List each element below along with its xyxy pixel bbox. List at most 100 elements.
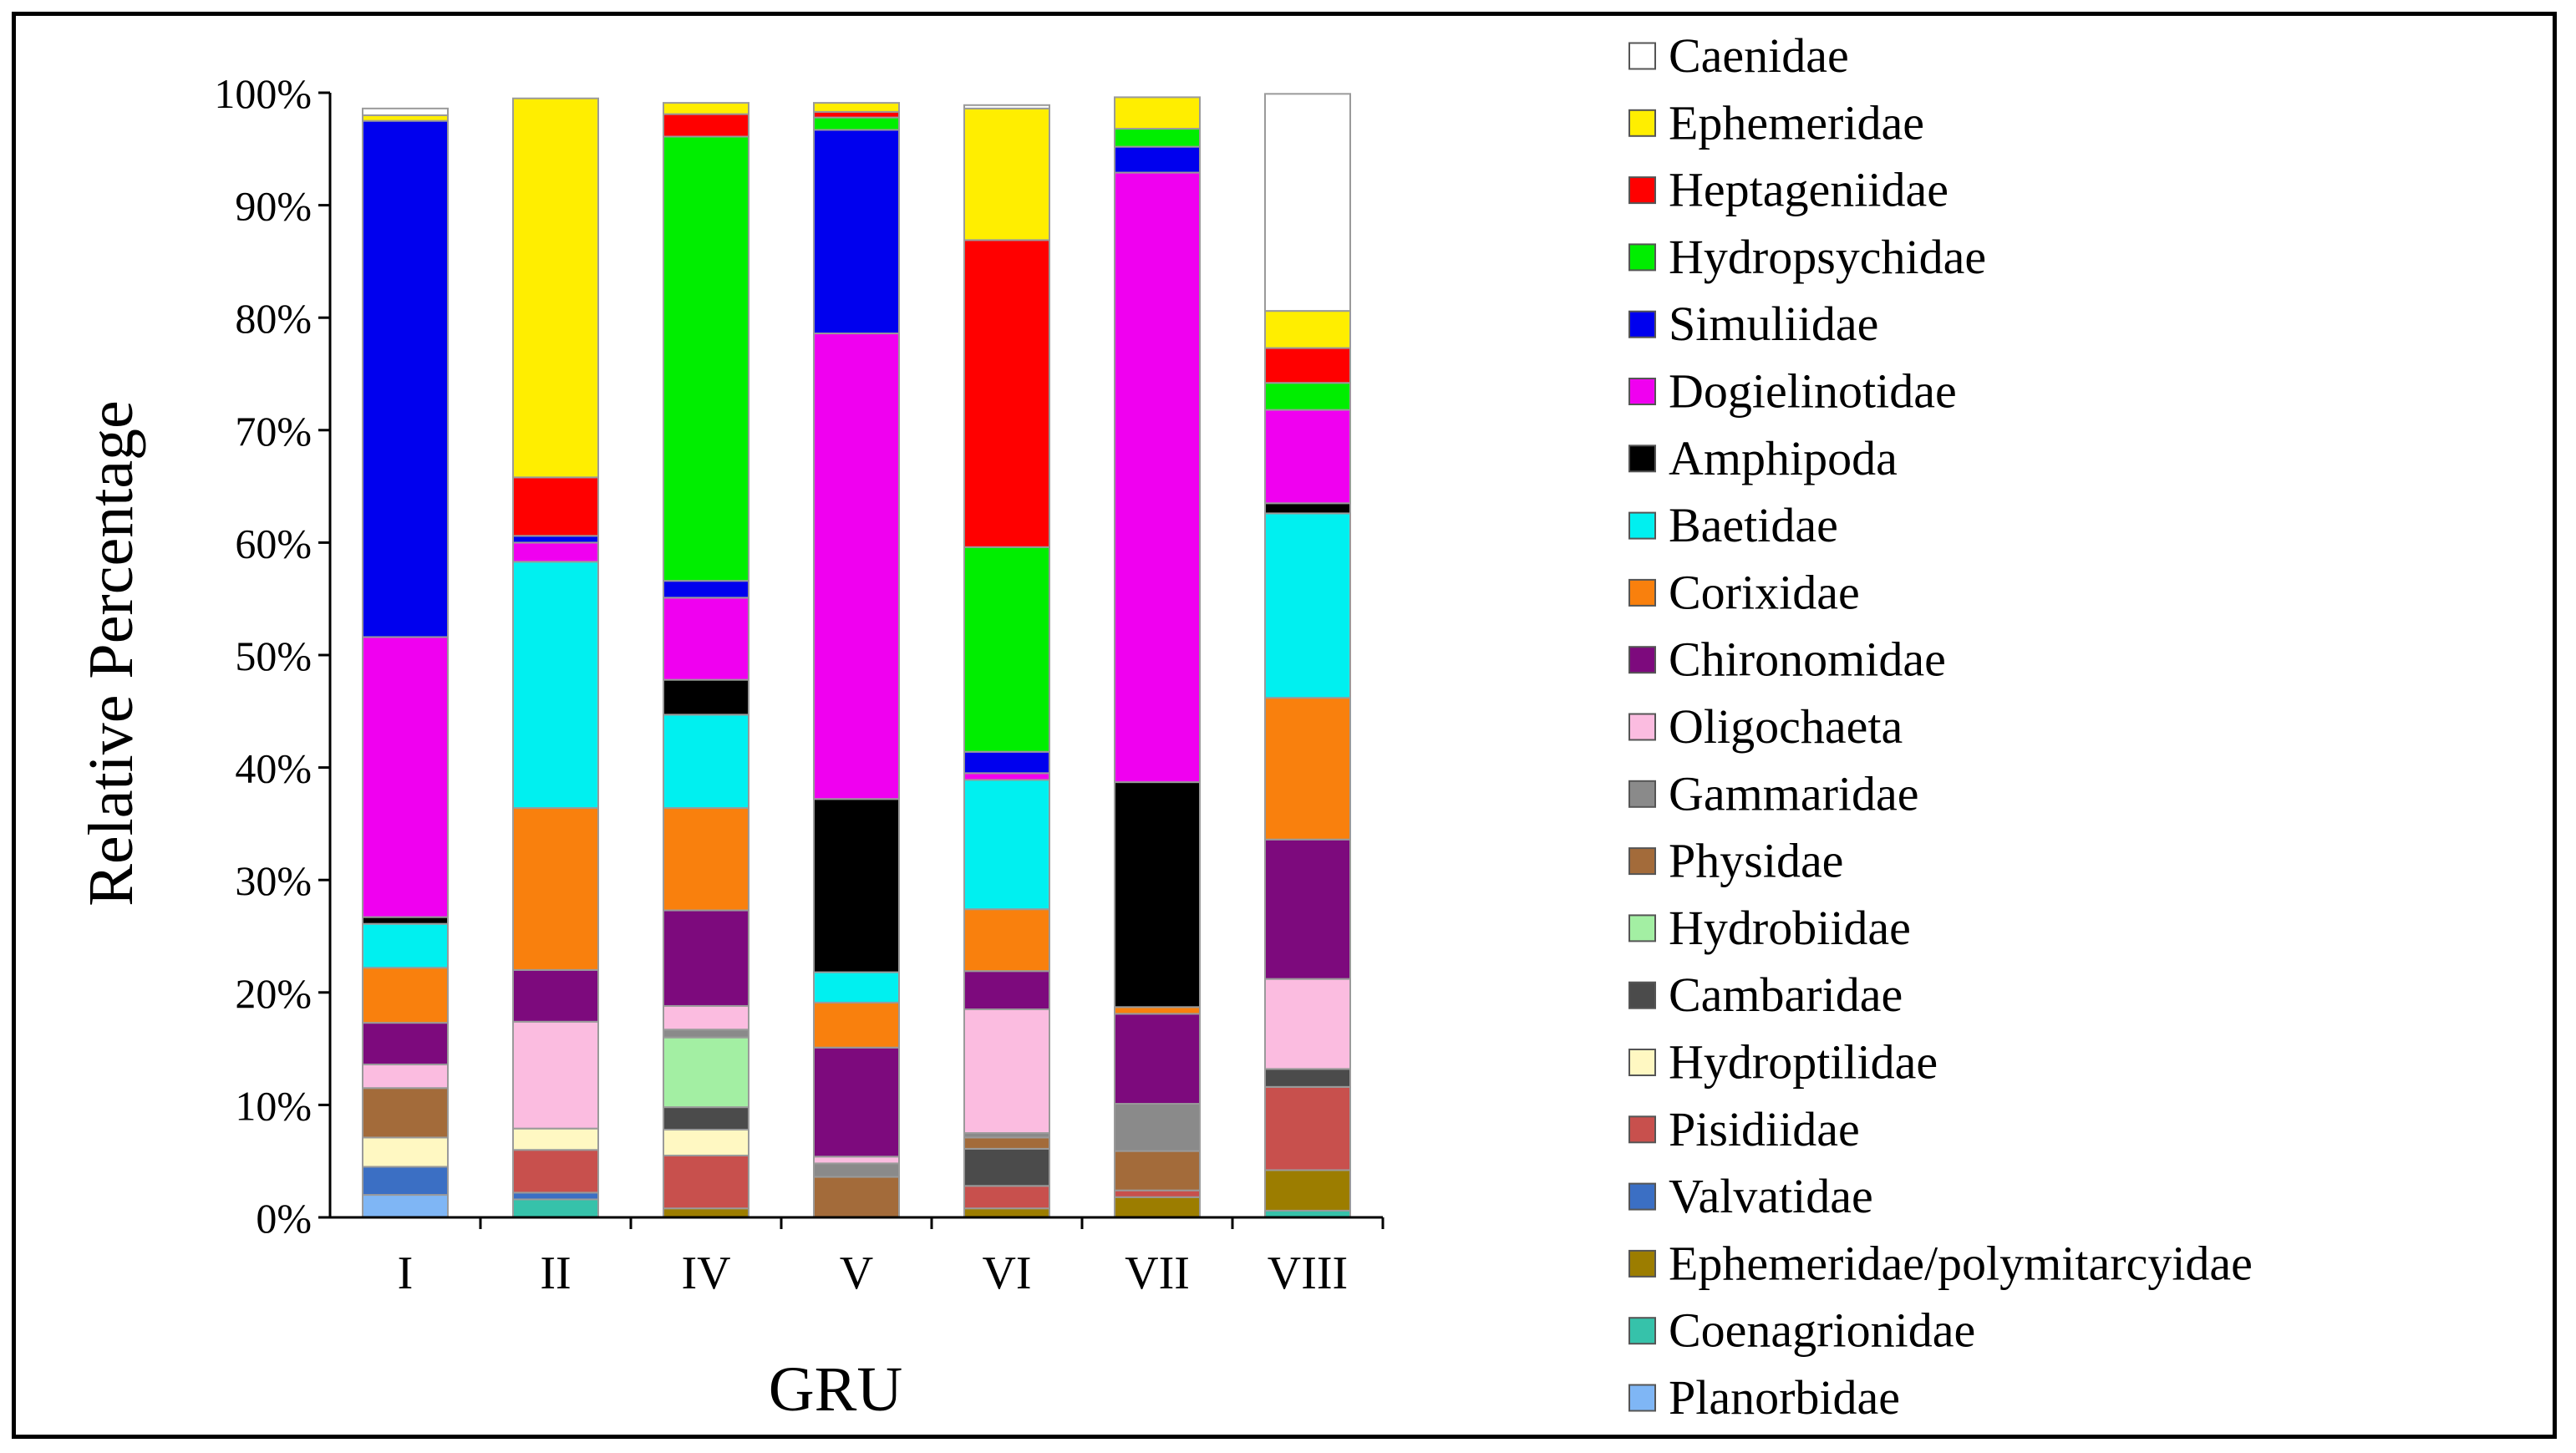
bar-stack-iv: [663, 102, 749, 1219]
bar-segment-chironomidae: [813, 1046, 900, 1158]
legend-swatch: [1628, 378, 1656, 405]
legend-label: Heptageniidae: [1669, 163, 1949, 217]
legend-item: Baetidae: [1628, 498, 1838, 552]
bar-segment-corixidae: [362, 967, 449, 1024]
x-axis-title: GRU: [769, 1354, 902, 1425]
bar-segment-heptageniidae: [512, 476, 599, 537]
bar-stack-v: [813, 102, 900, 1218]
bar-stack-i: [362, 107, 449, 1218]
legend-label: Coenagrionidae: [1669, 1303, 1975, 1358]
legend-item: Hydropsychidae: [1628, 230, 1986, 284]
bar-segment-gammaridae: [1114, 1103, 1201, 1152]
bar-segment-amphipoda: [1264, 502, 1351, 515]
legend-swatch: [1628, 310, 1656, 338]
legend: Caenidae Ephemeridae Heptageniidae Hydropsy…: [1628, 28, 2253, 1425]
bar-segment-hydroptilidae: [512, 1127, 599, 1151]
bar-segment-amphipoda: [362, 916, 449, 925]
legend-swatch: [1628, 1317, 1656, 1345]
bar-segment-gammaridae: [663, 1029, 749, 1039]
bar-segment-pisidiidae: [1114, 1189, 1201, 1198]
bar-segment-planorbidae: [362, 1194, 449, 1218]
legend-item: Valvatidae: [1628, 1169, 1873, 1223]
legend-swatch: [1628, 1049, 1656, 1076]
bar-segment-chironomidae: [1114, 1013, 1201, 1105]
legend-label: Cambaridae: [1669, 968, 1903, 1022]
bar-segment-corixidae: [1114, 1006, 1201, 1015]
bar-segment-baetidae: [663, 714, 749, 810]
bar-segment-chironomidae: [512, 968, 599, 1023]
legend-item: Physidae: [1628, 834, 1843, 888]
bar-segment-dogielinotidae: [963, 772, 1050, 781]
x-tick-label: VII: [1125, 1247, 1190, 1299]
legend-item: Amphipoda: [1628, 431, 1898, 485]
bar-segment-physidae: [362, 1087, 449, 1139]
bar-segment-oligochaeta: [663, 1004, 749, 1031]
bar-segment-ephemeridae: [512, 97, 599, 479]
legend-item: Dogielinotidae: [1628, 364, 1957, 419]
legend-item: Caenidae: [1628, 28, 1849, 83]
bar-segment-simuliidae: [512, 535, 599, 544]
bar-stacks: [362, 93, 1351, 1219]
bar-segment-hydroptilidae: [663, 1129, 749, 1156]
x-tick-label: V: [840, 1247, 873, 1299]
legend-label: Chironomidae: [1669, 633, 1946, 687]
y-axis-title: Relative Percentage: [76, 400, 146, 907]
legend-item: Cambaridae: [1628, 968, 1903, 1022]
bar-segment-oligochaeta: [512, 1020, 599, 1130]
legend-label: Amphipoda: [1669, 431, 1898, 485]
bar-segment-hydropsychidae: [1264, 382, 1351, 411]
legend-swatch: [1628, 780, 1656, 808]
bar-segment-dogielinotidae: [362, 636, 449, 918]
bar-segment-physidae: [1114, 1150, 1201, 1191]
x-tick-labels: I II IV V VI VII VIII: [398, 1217, 1385, 1299]
y-tick-label: 50%: [235, 633, 312, 679]
x-tick-label: IV: [681, 1247, 730, 1299]
bar-segment-amphipoda: [1114, 781, 1201, 1008]
bar-segment-ephemeridae-polymitarcyidae: [1264, 1169, 1351, 1212]
legend-swatch: [1628, 1249, 1656, 1278]
bar-segment-hydropsychidae: [963, 546, 1050, 753]
bar-segment-gammaridae: [813, 1162, 900, 1178]
bar-stack-vi: [963, 104, 1050, 1219]
legend-label: Planorbidae: [1669, 1370, 1900, 1425]
bar-segment-physidae: [963, 1136, 1050, 1150]
legend-swatch: [1628, 1384, 1656, 1412]
bar-segment-baetidae: [813, 971, 900, 1003]
bar-segment-chironomidae: [963, 970, 1050, 1010]
bar-segment-pisidiidae: [663, 1154, 749, 1210]
legend-swatch: [1628, 176, 1656, 205]
y-tick-label: 70%: [235, 408, 312, 455]
bar-stack-viii: [1264, 93, 1351, 1218]
bar-segment-heptageniidae: [963, 239, 1050, 548]
legend-item: Simuliidae: [1628, 297, 1878, 351]
x-tick-label: VI: [982, 1247, 1031, 1299]
bar-segment-caenidae: [362, 107, 449, 116]
bar-segment-physidae: [813, 1176, 900, 1218]
y-tick-label: 0%: [256, 1195, 312, 1242]
bar-segment-corixidae: [963, 908, 1050, 973]
bar-segment-corixidae: [512, 807, 599, 971]
bar-segment-valvatidae: [362, 1166, 449, 1196]
y-tick-label: 10%: [235, 1082, 312, 1129]
x-tick-label: II: [540, 1247, 571, 1299]
bar-segment-cambaridae: [963, 1147, 1050, 1187]
bar-segment-dogielinotidae: [512, 541, 599, 563]
bar-segment-chironomidae: [663, 909, 749, 1007]
bar-segment-amphipoda: [813, 798, 900, 973]
bar-segment-caenidae: [963, 104, 1050, 109]
legend-item: Pisidiidae: [1628, 1102, 1860, 1156]
legend-label: Gammaridae: [1669, 766, 1919, 820]
legend-label: Hydropsychidae: [1669, 230, 1986, 284]
legend-label: Corixidae: [1669, 565, 1860, 619]
legend-label: Physidae: [1669, 834, 1843, 888]
bar-segment-ephemeridae: [963, 107, 1050, 241]
y-tick-label: 100%: [214, 70, 312, 117]
bar-segment-hydrobiidae: [663, 1036, 749, 1109]
bar-segment-simuliidae: [963, 750, 1050, 775]
bar-segment-pisidiidae: [512, 1149, 599, 1194]
y-tick-label: 30%: [235, 857, 312, 904]
legend-swatch: [1628, 445, 1656, 473]
legend-label: Ephemeridae: [1669, 95, 1924, 150]
legend-item: Hydrobiidae: [1628, 901, 1911, 955]
y-tick-label: 90%: [235, 183, 312, 230]
